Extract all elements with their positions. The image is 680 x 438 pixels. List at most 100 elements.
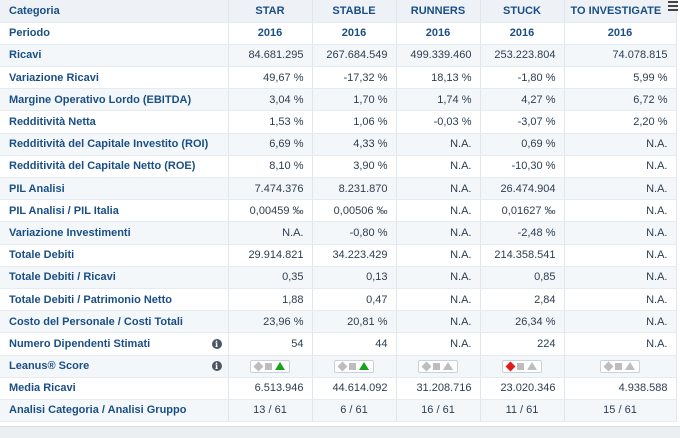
cell-value: 0,69 % [480, 133, 565, 156]
table-row: Totale Debiti / Patrimonio Netto 1,88 0,47… [0, 288, 677, 312]
table-row: Totale Debiti / Ricavi 0,35 0,13 N.A. 0,85 N.… [0, 266, 677, 289]
header-col-runners[interactable]: RUNNERS [396, 0, 481, 23]
cell-value: 6.513.946 [228, 377, 313, 400]
square-icon [433, 362, 440, 370]
cell-value: 8,10 % [228, 155, 313, 179]
table-row: Redditività del Capitale Netto (ROE) 8,10… [0, 155, 677, 179]
leanus-score-indicator[interactable] [418, 359, 458, 373]
cell-value: 7.474.376 [228, 177, 313, 201]
row-label: Redditività Netta [0, 110, 229, 134]
header-col-star[interactable]: STAR [228, 0, 313, 23]
cell-value: 16 / 61 [396, 399, 481, 423]
row-label-text: Numero Dipendenti Stimati [9, 337, 151, 350]
square-icon [349, 362, 356, 370]
cell-value: N.A. [564, 266, 677, 289]
cell-value: N.A. [564, 244, 677, 267]
row-label: Variazione Investimenti [0, 221, 229, 245]
cell-value: 0,00459 ‰ [228, 199, 313, 223]
table-row: Margine Operativo Lordo (EBITDA) 3,04 % 1,… [0, 88, 677, 112]
cell-value: N.A. [564, 221, 677, 245]
triangle-icon [625, 362, 635, 371]
row-label: Numero Dipendenti Stimati i [0, 332, 229, 356]
cell-value: 26,34 % [480, 310, 565, 334]
cell-value: 0,00506 ‰ [312, 199, 397, 223]
row-label: Leanus® Score i [0, 355, 229, 378]
cell-value: -2,48 % [480, 221, 565, 245]
row-label: Costo del Personale / Costi Totali [0, 310, 229, 334]
cell-value: 0,85 [480, 266, 565, 289]
cell-value: N.A. [564, 133, 677, 156]
cell-value: 214.358.541 [480, 244, 565, 267]
row-label: Redditività del Capitale Netto (ROE) [0, 155, 229, 179]
cell-value: -0,80 % [312, 221, 397, 245]
triangle-icon [527, 362, 537, 371]
period-value: 2016 [228, 22, 313, 45]
cell-value: 0,47 [312, 288, 397, 312]
row-label-text: Leanus® Score [9, 360, 90, 373]
cell-value: 15 / 61 [564, 399, 677, 423]
column-menu-icon[interactable] [668, 1, 678, 11]
diamond-icon [603, 361, 614, 372]
row-label: PIL Analisi [0, 177, 229, 201]
cell-value: 3,04 % [228, 88, 313, 112]
cell-value: N.A. [228, 221, 313, 245]
cell-value: 6,69 % [228, 133, 313, 156]
cell-value: 3,90 % [312, 155, 397, 179]
cell-value: 1,53 % [228, 110, 313, 134]
cell-value: -17,32 % [312, 66, 397, 90]
row-label: Totale Debiti [0, 244, 229, 267]
cell-value: 4,27 % [480, 88, 565, 112]
cell-value: 29.914.821 [228, 244, 313, 267]
info-icon[interactable]: i [211, 361, 222, 372]
score-cell [312, 355, 397, 378]
cell-value: -0,03 % [396, 110, 481, 134]
leanus-score-indicator[interactable] [334, 359, 374, 373]
triangle-icon [275, 362, 285, 371]
square-icon [615, 362, 622, 370]
period-value: 2016 [480, 22, 565, 45]
score-cell [564, 355, 677, 378]
triangle-icon [443, 362, 453, 371]
cell-value: 44.614.092 [312, 377, 397, 400]
category-comparison-table: Categoria STAR STABLE RUNNERS STUCK TO I… [0, 0, 677, 423]
info-icon[interactable]: i [211, 338, 222, 349]
score-row: Leanus® Score i [0, 355, 677, 378]
header-row: Categoria STAR STABLE RUNNERS STUCK TO I… [0, 0, 677, 23]
triangle-icon [359, 362, 369, 371]
row-label: PIL Analisi / PIL Italia [0, 199, 229, 223]
score-cell [228, 355, 313, 378]
cell-value: -1,80 % [480, 66, 565, 90]
cell-value: 267.684.549 [312, 44, 397, 68]
leanus-score-indicator[interactable] [600, 359, 640, 373]
table-row: Ricavi 84.681.295 267.684.549 499.339.460 25… [0, 44, 677, 68]
table-row: Analisi Categoria / Analisi Gruppo 13 / 6… [0, 399, 677, 423]
period-value: 2016 [312, 22, 397, 45]
row-label: Totale Debiti / Ricavi [0, 266, 229, 289]
table-row: Media Ricavi 6.513.946 44.614.092 31.208.71… [0, 377, 677, 400]
header-category-label: Categoria [0, 0, 229, 23]
horizontal-scrollbar[interactable] [0, 426, 680, 438]
cell-value: 1,88 [228, 288, 313, 312]
header-col-stable[interactable]: STABLE [312, 0, 397, 23]
header-col-to-investigate[interactable]: TO INVESTIGATE [564, 0, 677, 23]
cell-value: N.A. [564, 155, 677, 179]
cell-value: N.A. [396, 310, 481, 334]
leanus-score-indicator[interactable] [250, 359, 290, 373]
square-icon [517, 362, 524, 370]
leanus-score-indicator[interactable] [502, 359, 542, 373]
table-row: Variazione Investimenti N.A. -0,80 % N.A. -2… [0, 221, 677, 245]
header-col-stuck[interactable]: STUCK [480, 0, 565, 23]
cell-value: 4.938.588 [564, 377, 677, 400]
cell-value: 8.231.870 [312, 177, 397, 201]
cell-value: 74.078.815 [564, 44, 677, 68]
cell-value: N.A. [396, 221, 481, 245]
diamond-icon [421, 361, 432, 372]
cell-value: N.A. [396, 288, 481, 312]
cell-value: 253.223.804 [480, 44, 565, 68]
diamond-icon [505, 361, 516, 372]
cell-value: 6,72 % [564, 88, 677, 112]
cell-value: 49,67 % [228, 66, 313, 90]
table-row: PIL Analisi 7.474.376 8.231.870 N.A. 26.474.… [0, 177, 677, 201]
cell-value: N.A. [564, 199, 677, 223]
